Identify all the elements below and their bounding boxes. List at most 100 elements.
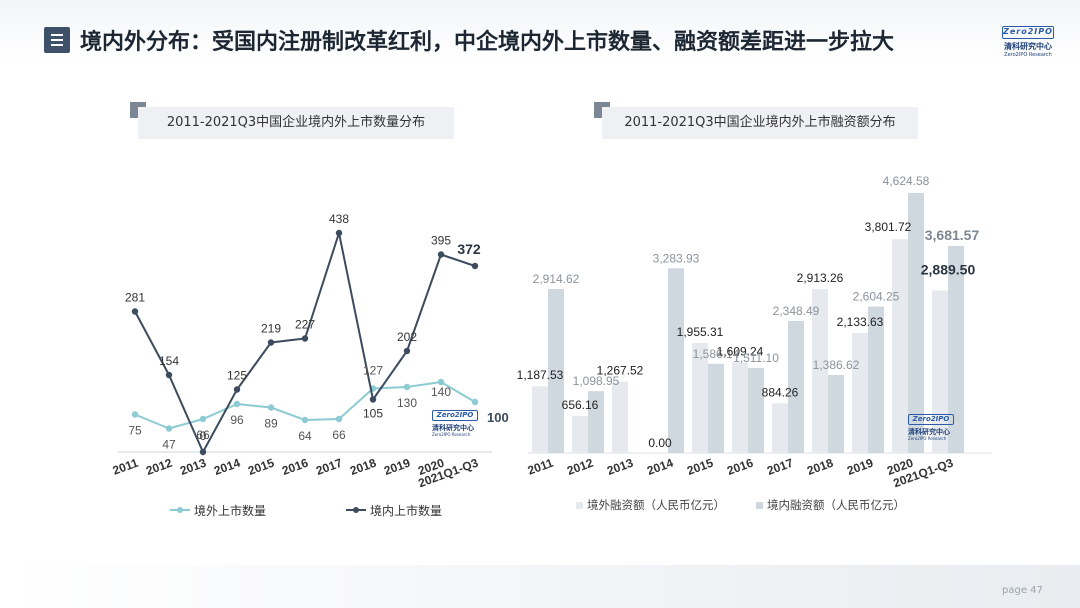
legend-label-overseas: 境外上市数量 — [194, 503, 266, 518]
domestic-financing-bar — [948, 245, 964, 453]
footer-band — [0, 565, 1080, 608]
overseas-count-label: 130 — [397, 396, 417, 410]
overseas-financing-bar — [932, 290, 948, 453]
chart-watermark-left: Zero2IPO 清科研究中心 Zero2IPO Research — [432, 410, 480, 440]
domestic-count-point — [335, 229, 343, 237]
x-tick-label: 2017 — [765, 456, 795, 478]
page-value: 47 — [1030, 585, 1043, 596]
legend-marker-overseas — [177, 507, 183, 513]
x-tick-label: 2012 — [565, 456, 595, 478]
overseas-financing-bar — [532, 386, 548, 453]
legend-marker-domestic — [353, 507, 359, 513]
watermark-en: Zero2IPO Research — [432, 432, 471, 437]
overseas-financing-label: 1,187.53 — [517, 368, 564, 382]
overseas-count-point — [301, 416, 309, 424]
overseas-financing-label: 2,133.63 — [837, 315, 884, 329]
overseas-financing-label: 1,955.31 — [677, 325, 724, 339]
overseas-count-point — [131, 411, 139, 418]
overseas-count-label: 127 — [363, 364, 383, 378]
domestic-financing-bar — [868, 306, 884, 453]
overseas-financing-label: 656.16 — [562, 398, 599, 412]
domestic-financing-label: 1,586.14 — [693, 347, 740, 361]
legend-label-domestic: 境内融资额（人民币亿元） — [767, 498, 905, 512]
logo-cn: 清科研究中心 — [1004, 42, 1052, 51]
domestic-count-point — [403, 347, 411, 355]
chart-title-right: 2011-2021Q3中国企业境内外上市融资额分布 — [602, 107, 918, 139]
overseas-financing-bar — [852, 332, 868, 453]
overseas-count-label: 140 — [431, 385, 451, 399]
overseas-financing-bar — [892, 239, 908, 453]
logo-en: Zero2IPO Research — [1004, 52, 1052, 58]
overseas-financing-bar — [812, 289, 828, 453]
watermark-cn: 清科研究中心 — [908, 428, 950, 436]
legend-swatch-overseas — [576, 502, 583, 509]
overseas-financing-label: 2,889.50 — [921, 261, 976, 277]
domestic-financing-label: 1,098.95 — [573, 374, 620, 388]
page-label: page — [1002, 585, 1027, 596]
overseas-financing-bar — [572, 416, 588, 453]
legend-swatch-domestic — [756, 502, 763, 509]
overseas-count-label: 75 — [128, 424, 142, 438]
overseas-count-label: 66 — [196, 428, 210, 442]
overseas-financing-bar — [772, 403, 788, 453]
overseas-count-point — [267, 404, 275, 411]
domestic-financing-bar — [828, 375, 844, 453]
domestic-count-point — [369, 396, 377, 403]
domestic-financing-bar — [668, 268, 684, 453]
overseas-count-label: 100 — [487, 410, 509, 425]
domestic-count-point — [165, 371, 173, 379]
overseas-count-point — [437, 378, 445, 386]
legend-label-domestic: 境内上市数量 — [370, 503, 442, 518]
domestic-financing-label: 2,914.62 — [533, 272, 580, 286]
x-tick-label: 2011 — [526, 456, 556, 478]
overseas-count-point — [233, 400, 241, 408]
domestic-count-label: 219 — [261, 322, 281, 336]
domestic-count-label: 125 — [227, 369, 247, 383]
menu-icon[interactable] — [44, 27, 70, 53]
watermark-box: Zero2IPO — [908, 414, 954, 425]
domestic-financing-bar — [748, 368, 764, 453]
overseas-count-label: 96 — [230, 413, 244, 427]
domestic-financing-label: 3,283.93 — [653, 251, 700, 265]
overseas-financing-bar — [732, 362, 748, 453]
domestic-count-point — [267, 339, 275, 346]
domestic-financing-bar — [588, 391, 604, 453]
domestic-financing-bar — [708, 363, 724, 453]
overseas-financing-label: 1,267.52 — [597, 364, 644, 378]
domestic-count-label: 202 — [397, 330, 417, 344]
overseas-financing-label: 0.00 — [648, 436, 672, 450]
domestic-count-point — [131, 308, 139, 315]
x-tick-label: 2016 — [725, 456, 755, 478]
legend-label-overseas: 境外融资额（人民币亿元） — [587, 498, 725, 512]
watermark-box: Zero2IPO — [432, 410, 478, 421]
overseas-count-point — [403, 383, 411, 391]
overseas-financing-label: 3,801.72 — [865, 220, 912, 234]
overseas-count-point — [165, 425, 173, 432]
domestic-count-point — [199, 448, 207, 456]
domestic-financing-label: 2,348.49 — [773, 304, 820, 318]
overseas-count-point — [199, 415, 207, 423]
domestic-count-label: 105 — [363, 407, 383, 421]
domestic-count-label: 154 — [159, 354, 179, 368]
domestic-count-label: 281 — [125, 291, 145, 305]
domestic-count-label: 395 — [431, 234, 451, 248]
logo-box: Zero2IPO — [1002, 26, 1054, 39]
page-number: page 47 — [1002, 585, 1043, 596]
domestic-financing-bar — [548, 289, 564, 453]
domestic-financing-label: 3,681.57 — [925, 227, 980, 243]
header-band — [0, 0, 1080, 62]
x-tick-label: 2015 — [685, 456, 715, 478]
page-title: 境内外分布：受国内注册制改革红利，中企境内外上市数量、融资额差距进一步拉大 — [80, 30, 895, 55]
domestic-financing-bar — [788, 320, 804, 453]
overseas-count-point — [471, 398, 479, 406]
overseas-financing-label: 884.26 — [762, 385, 799, 399]
overseas-count-label: 64 — [298, 429, 312, 443]
x-tick-label: 2014 — [645, 456, 675, 478]
overseas-count-label: 66 — [332, 428, 346, 442]
domestic-count-point — [301, 335, 309, 342]
overseas-financing-label: 1,609.24 — [717, 344, 764, 358]
domestic-financing-label: 2,604.25 — [853, 290, 900, 304]
domestic-count-point — [471, 262, 479, 270]
